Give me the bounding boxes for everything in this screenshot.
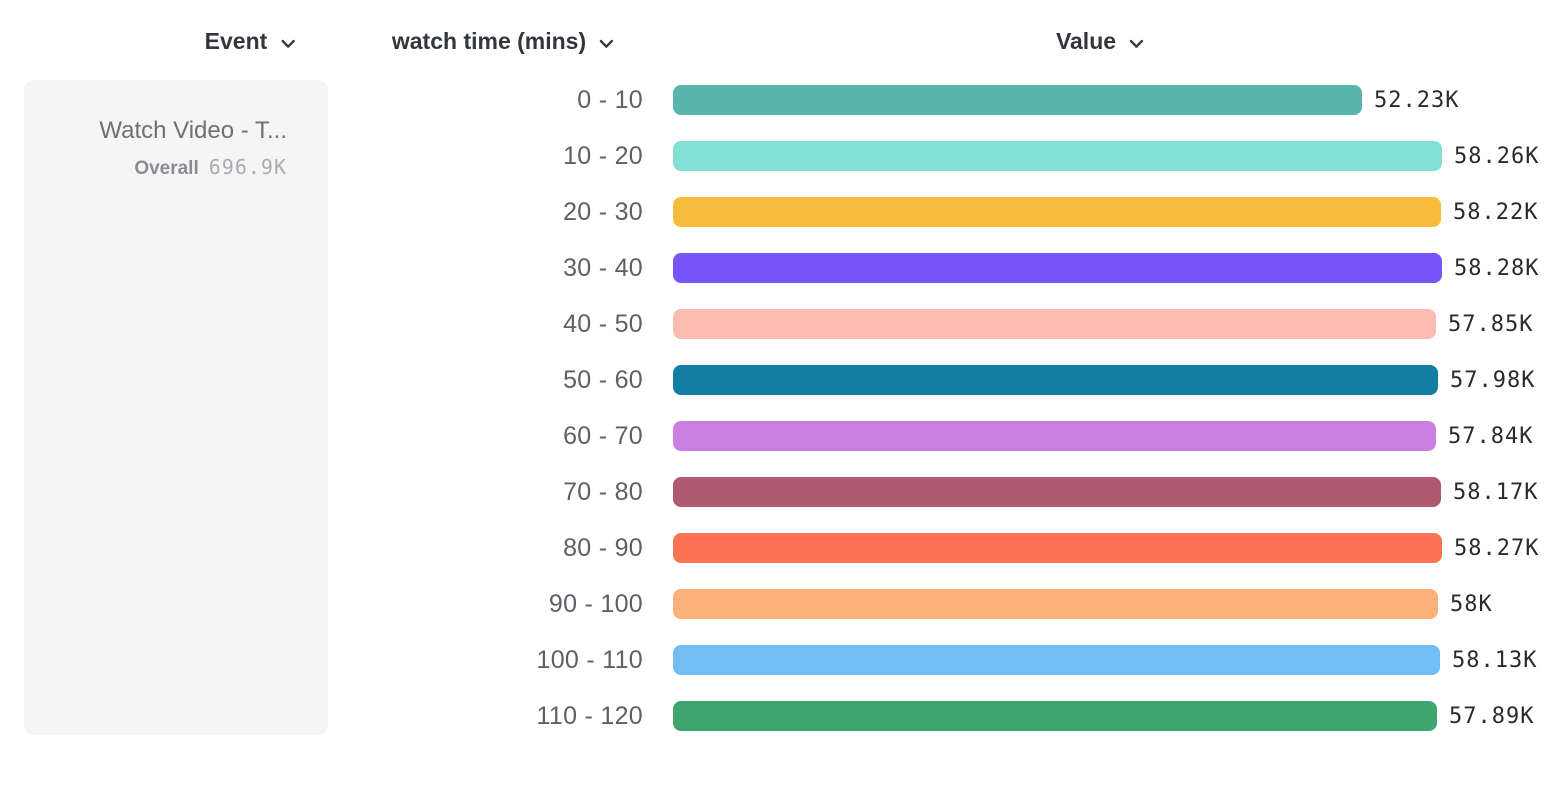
bar[interactable]: [673, 533, 1442, 563]
bar-row: 40 - 50 57.85K: [380, 296, 1539, 352]
bar-row: 10 - 20 58.26K: [380, 128, 1539, 184]
bar-chart: 0 - 10 52.23K 10 - 20 58.26K 20 - 30 58.22K 30…: [380, 72, 1539, 744]
value-label: 58.13K: [1452, 647, 1538, 673]
bar[interactable]: [673, 197, 1441, 227]
column-header-value-label: Value: [1055, 28, 1117, 54]
event-title: Watch Video - T...: [99, 117, 287, 144]
column-header-event[interactable]: Event: [205, 28, 296, 55]
bar-row: 70 - 80 58.17K: [380, 464, 1539, 520]
category-label: 20 - 30: [563, 197, 643, 226]
category-label: 90 - 100: [548, 589, 643, 618]
value-label: 58.28K: [1454, 255, 1540, 281]
event-overall-row: Overall 696.9K: [40, 155, 287, 180]
bar[interactable]: [673, 253, 1442, 283]
event-card[interactable]: Watch Video - T... Overall 696.9K: [24, 80, 328, 735]
overall-value: 696.9K: [208, 154, 287, 179]
value-label: 58.26K: [1454, 143, 1540, 169]
value-label: 57.89K: [1449, 703, 1535, 729]
value-label: 57.85K: [1448, 311, 1534, 337]
category-label: 100 - 110: [536, 645, 643, 674]
value-label: 57.98K: [1450, 367, 1536, 393]
chevron-down-icon: [599, 39, 614, 49]
column-header-value[interactable]: Value: [1056, 28, 1144, 55]
bar[interactable]: [673, 645, 1440, 675]
category-label: 50 - 60: [563, 365, 643, 394]
bar-row: 60 - 70 57.84K: [380, 408, 1539, 464]
bar[interactable]: [673, 85, 1362, 115]
bar-row: 110 - 120 57.89K: [380, 688, 1539, 744]
value-label: 52.23K: [1374, 87, 1460, 113]
category-label: 0 - 10: [577, 85, 643, 114]
bar[interactable]: [673, 141, 1442, 171]
value-label: 58.27K: [1454, 535, 1540, 561]
bar-row: 100 - 110 58.13K: [380, 632, 1539, 688]
bar[interactable]: [673, 701, 1437, 731]
bar-row: 90 - 100 58K: [380, 576, 1539, 632]
bar-row: 50 - 60 57.98K: [380, 352, 1539, 408]
bar-row: 0 - 10 52.23K: [380, 72, 1539, 128]
overall-label: Overall: [134, 157, 199, 179]
bar[interactable]: [673, 421, 1436, 451]
bar[interactable]: [673, 365, 1438, 395]
value-label: 58.17K: [1453, 479, 1539, 505]
category-label: 80 - 90: [563, 533, 643, 562]
category-label: 40 - 50: [563, 309, 643, 338]
value-label: 58.22K: [1453, 199, 1539, 225]
bar[interactable]: [673, 589, 1438, 619]
category-label: 60 - 70: [563, 421, 643, 450]
bar-row: 80 - 90 58.27K: [380, 520, 1539, 576]
column-header-watch-time-label: watch time (mins): [391, 28, 587, 54]
category-label: 30 - 40: [563, 253, 643, 282]
column-header-watch-time[interactable]: watch time (mins): [392, 28, 614, 55]
bar[interactable]: [673, 477, 1441, 507]
value-label: 57.84K: [1448, 423, 1534, 449]
category-label: 110 - 120: [536, 701, 643, 730]
column-header-event-label: Event: [204, 28, 268, 54]
category-label: 70 - 80: [563, 477, 643, 506]
chevron-down-icon: [280, 39, 295, 49]
category-label: 10 - 20: [563, 141, 643, 170]
bar-row: 20 - 30 58.22K: [380, 184, 1539, 240]
bar-row: 30 - 40 58.28K: [380, 240, 1539, 296]
bar[interactable]: [673, 309, 1436, 339]
value-label: 58K: [1450, 591, 1493, 617]
chevron-down-icon: [1129, 39, 1144, 49]
